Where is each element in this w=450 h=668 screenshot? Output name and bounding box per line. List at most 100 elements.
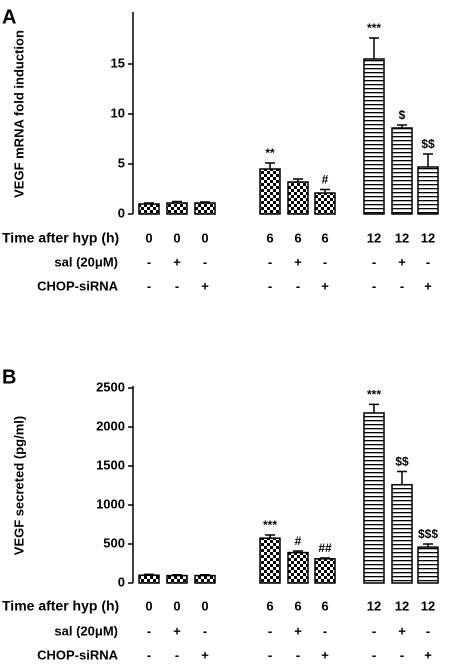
- row-value: -: [323, 623, 327, 638]
- error-bar: [293, 178, 303, 182]
- bar: [391, 483, 413, 584]
- row-value: 12: [367, 598, 381, 613]
- error-bar: [397, 470, 407, 485]
- row-label: CHOP-siRNA: [37, 647, 119, 662]
- significance-label: $$: [421, 137, 435, 151]
- y-tick-label: 2500: [96, 379, 125, 394]
- y-tick-label: 0: [118, 574, 125, 589]
- row-value: 0: [173, 598, 180, 613]
- error-bar: [200, 574, 210, 576]
- row-value: -: [372, 278, 376, 293]
- row-value: +: [424, 647, 432, 662]
- bar: [287, 551, 309, 584]
- significance-label: $$: [395, 455, 409, 469]
- error-bar: [265, 534, 275, 539]
- error-bar: [320, 188, 330, 193]
- row-value: -: [296, 647, 300, 662]
- row-value: -: [426, 623, 430, 638]
- error-bar: [265, 162, 275, 169]
- row-value: -: [372, 254, 376, 269]
- row-value: +: [398, 254, 406, 269]
- row-value: -: [203, 254, 207, 269]
- row-value: -: [268, 254, 272, 269]
- bar: [259, 168, 281, 215]
- bar: [166, 202, 188, 215]
- row-value: -: [372, 623, 376, 638]
- row-value: 0: [145, 598, 152, 613]
- row-value: +: [424, 278, 432, 293]
- significance-label: $$$: [418, 527, 438, 541]
- row-value: +: [173, 254, 181, 269]
- error-bar: [144, 202, 154, 204]
- row-value: -: [147, 278, 151, 293]
- y-tick-label: 5: [118, 155, 125, 170]
- row-value: -: [400, 278, 404, 293]
- y-tick-label: 1000: [96, 496, 125, 511]
- row-label: sal (20μM): [54, 623, 118, 638]
- panel-label: A: [2, 6, 16, 28]
- row-value: 6: [266, 598, 273, 613]
- significance-label: ***: [263, 518, 277, 532]
- row-value: 6: [321, 230, 328, 245]
- significance-label: **: [265, 146, 275, 160]
- error-bar: [423, 543, 433, 548]
- row-value: 0: [173, 230, 180, 245]
- row-value: -: [426, 254, 430, 269]
- row-value: +: [294, 254, 302, 269]
- bar: [138, 203, 160, 215]
- error-bar: [369, 37, 379, 59]
- y-axis-title: VEGF secreted (pg/ml): [11, 416, 26, 555]
- bar: [259, 537, 281, 584]
- row-value: +: [294, 623, 302, 638]
- significance-label: $: [399, 108, 406, 122]
- significance-label: ***: [367, 388, 381, 402]
- bar: [363, 58, 385, 215]
- row-value: 12: [421, 598, 435, 613]
- row-value: 0: [201, 598, 208, 613]
- y-axis-title: VEGF mRNA fold induction: [11, 30, 26, 198]
- y-tick-label: 0: [118, 205, 125, 220]
- row-value: 6: [294, 230, 301, 245]
- row-value: +: [321, 647, 329, 662]
- row-value: -: [400, 647, 404, 662]
- error-bar: [172, 574, 182, 576]
- bar: [417, 546, 439, 584]
- bar: [363, 412, 385, 584]
- row-value: 0: [201, 230, 208, 245]
- error-bar: [397, 124, 407, 128]
- error-bar: [200, 201, 210, 203]
- bar: [391, 127, 413, 215]
- y-tick-label: 10: [111, 105, 125, 120]
- row-value: -: [147, 623, 151, 638]
- row-value: +: [398, 623, 406, 638]
- row-value: 12: [395, 598, 409, 613]
- panel-label: B: [2, 366, 16, 388]
- row-value: -: [147, 647, 151, 662]
- y-tick-label: 2000: [96, 418, 125, 433]
- significance-label: ***: [367, 21, 381, 35]
- bar: [314, 192, 336, 215]
- significance-label: ##: [318, 541, 332, 555]
- row-value: -: [268, 647, 272, 662]
- row-value: -: [147, 254, 151, 269]
- error-bar: [172, 200, 182, 203]
- row-value: 6: [321, 598, 328, 613]
- bar: [287, 181, 309, 215]
- bar: [138, 574, 160, 584]
- row-value: +: [173, 623, 181, 638]
- row-value: +: [201, 647, 209, 662]
- row-value: -: [175, 278, 179, 293]
- bar: [314, 558, 336, 584]
- row-value: -: [175, 647, 179, 662]
- row-value: +: [321, 278, 329, 293]
- row-value: +: [201, 278, 209, 293]
- row-label: sal (20μM): [54, 254, 118, 269]
- error-bar: [369, 403, 379, 413]
- row-value: 12: [395, 230, 409, 245]
- error-bar: [320, 557, 330, 559]
- row-value: 12: [421, 230, 435, 245]
- bar: [194, 202, 216, 215]
- bar: [166, 574, 188, 584]
- bar: [417, 166, 439, 215]
